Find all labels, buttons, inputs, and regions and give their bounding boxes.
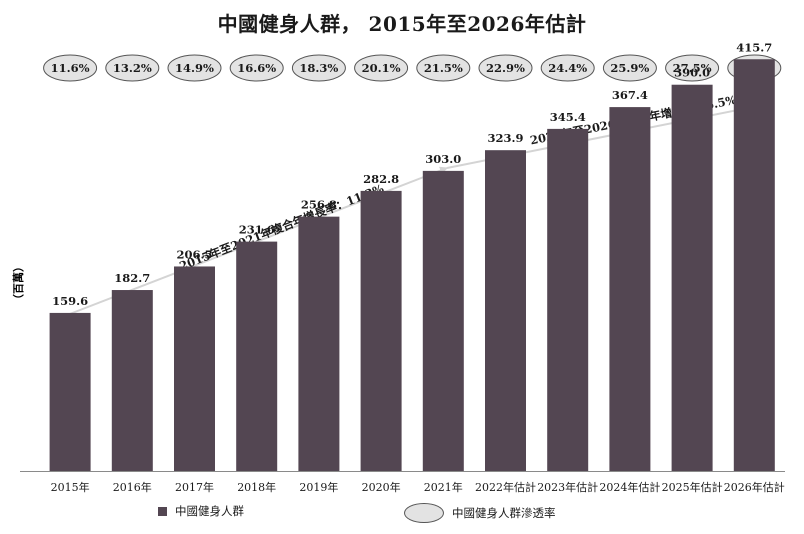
penetration-label-2020年: 20.1% [362,61,401,75]
penetration-pill-2020年 [354,54,409,82]
bar-2018年 [236,241,278,471]
x-tick-2017年: 2017年 [175,480,214,494]
penetration-pill-2017年 [167,54,222,82]
x-tick-2019年: 2019年 [299,480,338,494]
bar-2021年 [422,170,464,471]
x-tick-2024年估計: 2024年估計 [599,480,660,494]
penetration-label-2023年估計: 24.4% [548,61,587,75]
penetration-pill-2018年 [229,54,284,82]
penetration-rate-row: 11.6% 13.2% 14.9% 16.6% 18.3% 20.1% 21.5% 22.9%… [43,54,782,82]
penetration-pill-2016年 [105,54,160,82]
legend-item-penetration: 中國健身人群滲透率 [404,503,556,523]
penetration-pill-2022年估計 [478,54,533,82]
value-label-2023年估計: 345.4 [550,110,586,124]
x-tick-2025年估計: 2025年估計 [662,480,723,494]
penetration-pill-2023年估計 [540,54,595,82]
cagr-arrows: 2015年至2021年複合年增長率：11.3%2021年至2026年複合年增長率… [61,93,769,318]
x-tick-2021年: 2021年 [424,480,463,494]
penetration-label-2025年估計: 27.5% [673,61,712,75]
chart-title: 中國健身人群， 2015年至2026年估計 [217,12,587,36]
legend-label-population: 中國健身人群 [175,504,244,518]
value-label-2022年估計: 323.9 [487,131,523,145]
penetration-label-2015年: 11.6% [51,61,90,75]
penetration-label-2017年: 14.9% [175,61,214,75]
bar-series [49,59,775,472]
legend-pill-swatch [404,503,444,523]
bar-2016年 [111,290,153,471]
penetration-pill-2021年 [416,54,471,82]
x-tick-2015年: 2015年 [51,480,90,494]
value-label-2017年: 206.5 [176,247,212,261]
x-tick-2023年估計: 2023年估計 [537,480,598,494]
x-tick-2016年: 2016年 [113,480,152,494]
penetration-label-2024年估計: 25.9% [610,61,649,75]
bar-value-labels: 159.6 182.7 206.5 231.6 256.8 282.8 303.0 323.9… [52,40,772,308]
bar-2022年估計 [485,150,526,472]
penetration-label-2021年: 21.5% [424,61,463,75]
penetration-pill-2025年估計 [665,54,720,82]
penetration-label-2016年: 13.2% [113,61,152,75]
value-label-2018年: 231.6 [239,223,275,237]
bar-2017年 [174,266,215,471]
bar-2025年估計 [671,84,713,471]
x-tick-2018年: 2018年 [237,480,276,494]
x-axis-tick-labels: 2015年 2016年 2017年 2018年 2019年 2020年 2021年 2022年… [51,480,785,494]
value-label-2026年估計: 415.7 [736,40,772,54]
legend-label-penetration: 中國健身人群滲透率 [452,506,556,520]
bar-2023年估計 [547,128,589,471]
value-label-2020年: 282.8 [363,172,399,186]
x-tick-2022年估計: 2022年估計 [475,480,536,494]
bar-2026年估計 [733,59,775,472]
y-axis-label: （百萬） [11,261,25,305]
bar-2015年 [49,312,91,471]
penetration-pill-2019年 [291,54,346,82]
legend-bar-swatch [158,506,167,516]
legend-item-population: 中國健身人群 [158,503,244,519]
bar-2024年估計 [609,107,651,471]
penetration-pill-2024年估計 [602,54,657,82]
value-label-2016年: 182.7 [114,271,150,285]
value-label-2019年: 256.8 [301,198,337,212]
penetration-label-2019年: 18.3% [299,61,338,75]
bar-2020年 [360,190,402,472]
value-label-2025年估計: 390.0 [674,66,710,80]
penetration-pill-2015年 [43,54,98,82]
bar-2019年 [298,216,340,471]
x-tick-2020年: 2020年 [362,480,401,494]
penetration-label-2022年估計: 22.9% [486,61,525,75]
value-label-2024年估計: 367.4 [612,88,648,102]
value-label-2015年: 159.6 [52,294,88,308]
x-tick-2026年估計: 2026年估計 [724,480,785,494]
penetration-label-2018年: 16.6% [237,61,276,75]
value-label-2021年: 303.0 [425,152,461,166]
